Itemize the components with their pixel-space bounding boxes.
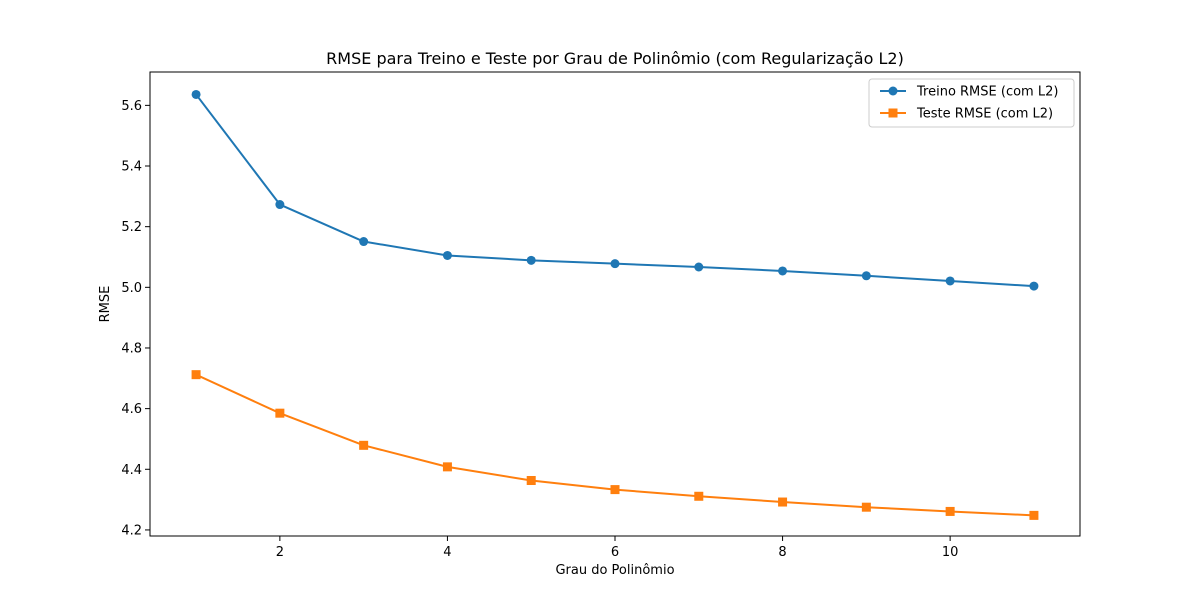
data-point-train xyxy=(694,262,704,272)
y-tick-label: 4.2 xyxy=(121,523,142,538)
x-tick-label: 2 xyxy=(276,545,284,560)
y-tick-label: 4.4 xyxy=(121,463,142,478)
data-point-test xyxy=(191,370,201,380)
data-point-train xyxy=(610,259,620,269)
legend: Treino RMSE (com L2) Teste RMSE (com L2) xyxy=(868,78,1075,128)
legend-label-train: Treino RMSE (com L2) xyxy=(916,85,1058,100)
y-tick-label: 4.8 xyxy=(121,341,142,356)
y-axis-title: RMSE xyxy=(98,286,113,323)
series-layer xyxy=(191,89,1039,520)
y-tick-label: 5.0 xyxy=(121,281,142,296)
x-tick-label: 4 xyxy=(443,545,451,560)
data-point-test xyxy=(442,462,452,472)
x-axis: 2 4 6 8 10 xyxy=(276,536,959,560)
data-point-test xyxy=(610,485,620,495)
x-axis-title: Grau do Polinômio xyxy=(555,563,674,578)
data-point-train xyxy=(945,276,955,286)
legend-box xyxy=(868,78,1075,128)
data-point-test xyxy=(526,476,536,486)
plot-area-frame xyxy=(149,71,1081,537)
series-test xyxy=(191,370,1039,520)
data-point-train xyxy=(275,200,285,210)
data-point-test xyxy=(1029,510,1039,520)
data-point-test xyxy=(275,408,285,418)
data-point-train xyxy=(861,271,871,281)
data-point-train xyxy=(191,89,201,99)
chart-title: RMSE para Treino e Teste por Grau de Pol… xyxy=(326,49,904,68)
y-tick-label: 5.4 xyxy=(121,160,142,175)
y-tick-label: 5.2 xyxy=(121,220,142,235)
series-train xyxy=(191,89,1039,291)
legend-label-test: Teste RMSE (com L2) xyxy=(916,107,1053,122)
data-point-train xyxy=(442,250,452,260)
data-point-test xyxy=(778,497,788,507)
data-point-train xyxy=(359,237,369,247)
legend-marker-train xyxy=(888,86,898,96)
data-point-train xyxy=(526,255,536,265)
y-axis: 4.2 4.4 4.6 4.8 5.0 5.2 5.4 5.6 xyxy=(121,99,150,538)
data-point-test xyxy=(359,440,369,450)
data-point-test xyxy=(945,506,955,516)
x-tick-label: 8 xyxy=(778,545,786,560)
x-tick-label: 6 xyxy=(611,545,619,560)
data-point-test xyxy=(694,491,704,501)
data-point-test xyxy=(861,502,871,512)
series-line-test xyxy=(195,373,1034,517)
x-tick-label: 10 xyxy=(942,545,959,560)
legend-marker-test xyxy=(888,108,898,118)
data-point-train xyxy=(1029,281,1039,291)
data-point-train xyxy=(778,266,788,276)
y-tick-label: 4.6 xyxy=(121,402,142,417)
y-tick-label: 5.6 xyxy=(121,99,142,114)
